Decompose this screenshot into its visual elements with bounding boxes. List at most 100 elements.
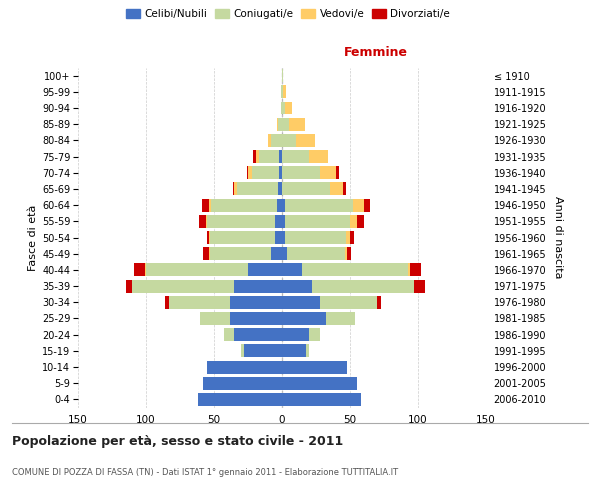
Bar [282,393,361,406]
Bar [210,247,271,260]
Bar [344,247,347,260]
Bar [235,182,237,196]
Bar [350,231,354,244]
Bar [309,328,320,341]
Bar [282,231,285,244]
Bar [285,215,350,228]
Bar [235,280,282,292]
Bar [146,264,248,276]
Bar [282,69,283,82]
Bar [409,264,410,276]
Bar [357,215,364,228]
Bar [320,166,337,179]
Bar [353,198,364,211]
Bar [282,296,320,308]
Bar [282,344,307,358]
Bar [275,215,282,228]
Bar [285,231,346,244]
Bar [247,166,248,179]
Bar [282,198,285,211]
Bar [282,215,285,228]
Bar [350,215,357,228]
Bar [203,247,209,260]
Bar [252,166,279,179]
Bar [282,182,329,196]
Bar [296,134,314,147]
Bar [277,118,278,130]
Bar [414,280,425,292]
Bar [277,198,282,211]
Bar [343,182,346,196]
Bar [337,166,339,179]
Y-axis label: Anni di nascita: Anni di nascita [553,196,563,279]
Bar [282,247,287,260]
Bar [282,328,309,341]
Bar [282,376,357,390]
Bar [224,328,235,341]
Bar [329,182,343,196]
Bar [285,198,353,211]
Text: COMUNE DI POZZA DI FASSA (TN) - Dati ISTAT 1° gennaio 2011 - Elaborazione TUTTIT: COMUNE DI POZZA DI FASSA (TN) - Dati IST… [12,468,398,477]
Bar [237,182,278,196]
Bar [207,215,275,228]
Bar [282,150,309,163]
Bar [410,264,421,276]
Bar [282,86,283,98]
Bar [278,182,282,196]
Bar [134,264,145,276]
Bar [197,393,282,406]
Bar [207,360,282,374]
Bar [253,150,256,163]
Bar [209,247,210,260]
Bar [282,360,347,374]
Bar [203,376,282,390]
Bar [133,280,235,292]
Bar [206,215,207,228]
Bar [169,296,230,308]
Bar [271,134,282,147]
Bar [233,182,235,196]
Bar [279,150,282,163]
Bar [211,198,277,211]
Bar [281,86,282,98]
Bar [346,231,350,244]
Bar [248,264,282,276]
Bar [282,312,326,325]
Bar [282,118,289,130]
Bar [200,312,230,325]
Bar [202,198,209,211]
Bar [248,166,252,179]
Bar [377,296,381,308]
Bar [364,198,370,211]
Bar [282,166,320,179]
Bar [326,312,355,325]
Bar [282,264,302,276]
Text: Popolazione per età, sesso e stato civile - 2011: Popolazione per età, sesso e stato civil… [12,435,343,448]
Bar [207,231,209,244]
Bar [230,312,282,325]
Bar [309,150,328,163]
Bar [125,280,133,292]
Bar [285,102,292,114]
Bar [281,102,282,114]
Bar [165,296,169,308]
Bar [209,231,210,244]
Bar [145,264,146,276]
Legend: Celibi/Nubili, Coniugati/e, Vedovi/e, Divorziati/e: Celibi/Nubili, Coniugati/e, Vedovi/e, Di… [122,5,454,24]
Bar [256,150,259,163]
Bar [307,344,309,358]
Bar [199,215,206,228]
Bar [320,296,377,308]
Bar [230,296,282,308]
Bar [287,247,344,260]
Bar [259,150,279,163]
Bar [347,247,352,260]
Text: Femmine: Femmine [344,46,408,59]
Bar [312,280,414,292]
Bar [275,231,282,244]
Bar [241,344,244,358]
Bar [283,86,286,98]
Bar [282,102,285,114]
Bar [278,118,282,130]
Bar [282,280,312,292]
